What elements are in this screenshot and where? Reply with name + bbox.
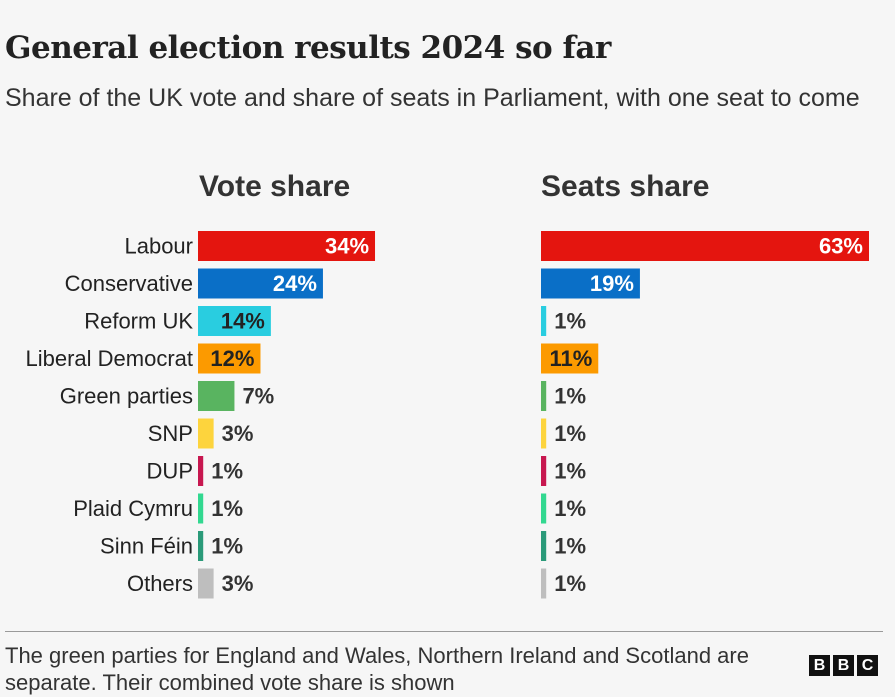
value-label: 1% bbox=[554, 534, 586, 559]
value-label: 1% bbox=[554, 421, 586, 446]
value-label: 1% bbox=[554, 384, 586, 409]
value-label: 11% bbox=[549, 346, 592, 371]
value-label: 34% bbox=[325, 234, 369, 259]
category-label: Others bbox=[127, 571, 193, 596]
category-label: Liberal Democrat bbox=[25, 346, 193, 371]
bar bbox=[198, 568, 214, 599]
seats-share-header: Seats share bbox=[541, 170, 710, 203]
bar bbox=[198, 456, 204, 486]
logo-letter: B bbox=[809, 655, 830, 676]
category-label: SNP bbox=[148, 421, 193, 446]
bar bbox=[198, 343, 261, 374]
value-label: 1% bbox=[554, 496, 586, 521]
bar bbox=[541, 268, 640, 299]
category-label: DUP bbox=[147, 459, 193, 484]
bar-chart: Labour Conservative Reform UK Liberal Democ… bbox=[25, 231, 869, 599]
value-label: 1% bbox=[554, 571, 586, 596]
bar bbox=[198, 306, 271, 336]
logo-letter: C bbox=[857, 655, 878, 676]
value-label: 1% bbox=[554, 309, 586, 334]
category-label: Labour bbox=[124, 234, 193, 259]
bar bbox=[541, 418, 547, 449]
chart-subtitle: Share of the UK vote and share of seats … bbox=[5, 84, 860, 112]
bar bbox=[198, 268, 323, 299]
category-label: Sinn Féin bbox=[100, 534, 193, 559]
bar bbox=[198, 493, 204, 524]
value-label: 63% bbox=[819, 234, 863, 259]
category-label: Reform UK bbox=[84, 309, 193, 334]
bar bbox=[541, 381, 547, 411]
value-label: 24% bbox=[273, 271, 317, 296]
bar bbox=[541, 306, 547, 336]
value-label: 1% bbox=[211, 496, 243, 521]
value-label: 12% bbox=[210, 346, 254, 371]
value-label: 1% bbox=[554, 459, 586, 484]
footnote: The green parties for England and Wales,… bbox=[5, 643, 749, 695]
value-label: 7% bbox=[242, 384, 274, 409]
bar bbox=[541, 493, 547, 524]
bbc-logo: B B C bbox=[809, 655, 878, 676]
bar bbox=[541, 568, 547, 599]
bar bbox=[541, 343, 599, 374]
category-label: Plaid Cymru bbox=[73, 496, 193, 521]
value-label: 3% bbox=[222, 571, 254, 596]
bar bbox=[198, 231, 376, 261]
value-label: 1% bbox=[211, 459, 243, 484]
bar bbox=[198, 531, 204, 561]
bar bbox=[541, 531, 547, 561]
bar bbox=[541, 456, 547, 486]
vote-share-header: Vote share bbox=[199, 170, 351, 203]
value-label: 1% bbox=[211, 534, 243, 559]
value-label: 19% bbox=[590, 271, 634, 296]
footer-divider bbox=[5, 631, 883, 632]
value-label: 3% bbox=[222, 421, 254, 446]
category-label: Conservative bbox=[65, 271, 193, 296]
bar bbox=[198, 418, 214, 449]
bar bbox=[541, 231, 869, 261]
chart-title: General election results 2024 so far bbox=[5, 30, 611, 66]
logo-letter: B bbox=[833, 655, 854, 676]
category-label: Green parties bbox=[60, 384, 193, 409]
bar bbox=[198, 381, 235, 411]
value-label: 14% bbox=[221, 309, 265, 334]
